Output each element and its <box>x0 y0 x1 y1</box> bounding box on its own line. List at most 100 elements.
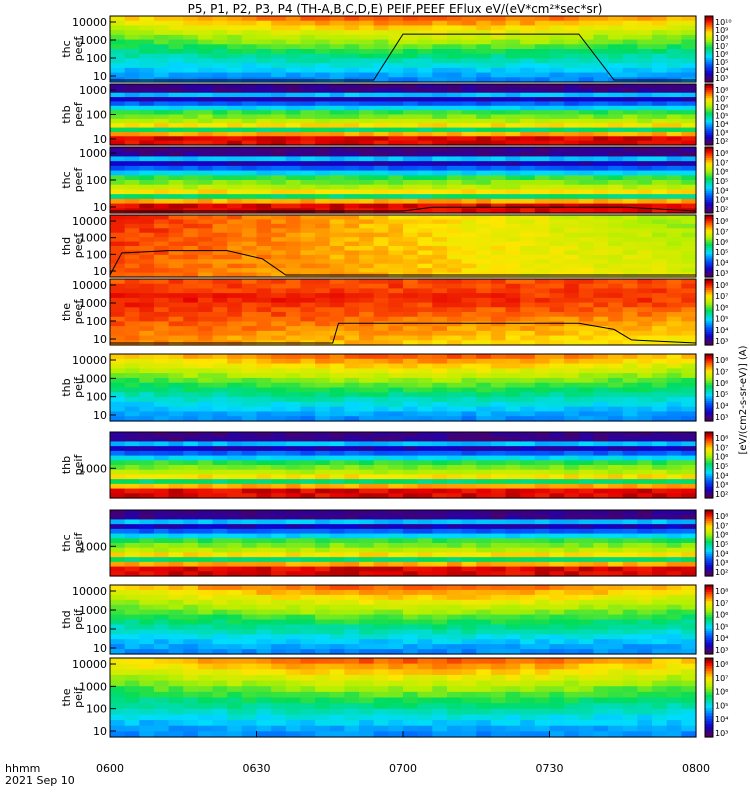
colorbar-segment <box>705 243 713 247</box>
spectrogram-cell <box>212 614 228 621</box>
spectrogram-cell <box>124 232 140 238</box>
spectrogram-cell <box>622 307 638 313</box>
colorbar-segment <box>705 334 713 337</box>
spectrogram-cell <box>139 589 155 596</box>
spectrogram-cell <box>505 538 521 544</box>
spectrogram-cell <box>197 432 214 438</box>
spectrogram-cell <box>564 198 580 205</box>
spectrogram-cell <box>139 131 155 137</box>
spectrogram-cell <box>564 302 580 308</box>
spectrogram-cell <box>183 123 199 129</box>
spectrogram-cell <box>139 493 155 499</box>
spectrogram-cell <box>212 254 228 260</box>
spectrogram-cell <box>241 131 258 137</box>
spectrogram-cell <box>212 363 228 369</box>
spectrogram-cell <box>197 44 214 50</box>
spectrogram-cell <box>329 493 345 499</box>
spectrogram-cell <box>417 165 433 172</box>
spectrogram-cell <box>403 232 419 238</box>
spectrogram-cell <box>666 30 682 36</box>
spectrogram-cell <box>329 175 345 181</box>
spectrogram-cell <box>476 441 492 447</box>
spectrogram-cell <box>285 377 302 384</box>
colorbar-tick-label: 10⁹ <box>715 26 728 35</box>
spectrogram-cell <box>315 246 331 252</box>
spectrogram-cell <box>110 237 126 243</box>
spectrogram-cell <box>344 524 360 530</box>
spectrogram-cell <box>373 288 389 294</box>
spectrogram-cell <box>593 543 609 549</box>
spectrogram-cell <box>300 161 316 167</box>
spectrogram-cell <box>637 528 653 535</box>
spectrogram-cell <box>505 215 521 221</box>
spectrogram-cell <box>681 321 697 327</box>
spectrogram-cell <box>549 397 565 403</box>
spectrogram-cell <box>329 312 345 318</box>
spectrogram-cell <box>373 279 389 285</box>
spectrogram-cell <box>490 446 507 452</box>
spectrogram-cell <box>110 246 126 252</box>
spectrogram-cell <box>608 215 624 221</box>
spectrogram-cell <box>520 316 536 323</box>
spectrogram-cell <box>227 450 243 457</box>
spectrogram-cell <box>227 307 243 313</box>
spectrogram-cell <box>197 175 214 181</box>
spectrogram-cell <box>578 254 595 260</box>
spectrogram-cell <box>520 392 536 398</box>
spectrogram-cell <box>124 406 140 413</box>
spectrogram-cell <box>520 268 536 274</box>
colorbar-segment <box>705 543 713 546</box>
spectrogram-cell <box>417 316 433 323</box>
spectrogram-cell <box>197 165 214 172</box>
spectrogram-cell <box>359 263 375 269</box>
spectrogram-cell <box>256 406 272 413</box>
spectrogram-cell <box>329 44 345 50</box>
spectrogram-cell <box>271 392 287 398</box>
spectrogram-cell <box>637 232 653 238</box>
spectrogram-cell <box>373 373 389 379</box>
spectrogram-cell <box>403 189 419 195</box>
spectrogram-cell <box>490 321 507 327</box>
spectrogram-cell <box>549 241 565 247</box>
spectrogram-cell <box>227 335 243 341</box>
spectrogram-cell <box>490 373 507 379</box>
spectrogram-cell <box>520 510 536 516</box>
spectrogram-cell <box>110 72 126 78</box>
spectrogram-cell <box>271 519 287 525</box>
spectrogram-cell <box>153 263 170 269</box>
spectrogram-cell <box>197 302 214 308</box>
spectrogram-cell <box>520 493 536 499</box>
spectrogram-cell <box>490 114 507 120</box>
spectrogram-cell <box>417 528 433 535</box>
spectrogram-cell <box>344 215 360 221</box>
spectrogram-cell <box>637 358 653 365</box>
spectrogram-cell <box>153 312 170 318</box>
spectrogram-cell <box>681 307 697 313</box>
spectrogram-cell <box>315 88 331 94</box>
spectrogram-cell <box>153 493 170 499</box>
spectrogram-cell <box>315 219 331 225</box>
spectrogram-cell <box>432 382 448 389</box>
colorbar-tick-label: 10⁴ <box>715 471 728 480</box>
y-axis-label: peef <box>72 233 85 259</box>
spectrogram-cell <box>212 58 228 64</box>
spectrogram-cell <box>652 189 668 195</box>
spectrogram-cell <box>212 123 228 129</box>
spectrogram-cell <box>666 72 682 78</box>
spectrogram-cell <box>578 312 595 318</box>
spectrogram-cell <box>417 194 433 200</box>
spectrogram-cell <box>315 232 331 238</box>
spectrogram-cell <box>168 335 184 341</box>
spectrogram-cell <box>256 571 272 577</box>
spectrogram-cell <box>564 514 580 521</box>
colorbar-segment <box>705 467 713 470</box>
spectrogram-cell <box>622 246 638 252</box>
spectrogram-cell <box>344 151 360 158</box>
spectrogram-cell <box>505 44 521 50</box>
spectrogram-cell <box>593 321 609 327</box>
spectrogram-cell <box>666 44 682 50</box>
spectrogram-cell <box>593 30 609 36</box>
spectrogram-cell <box>300 194 316 200</box>
spectrogram-cell <box>578 268 595 274</box>
spectrogram-cell <box>564 254 580 260</box>
